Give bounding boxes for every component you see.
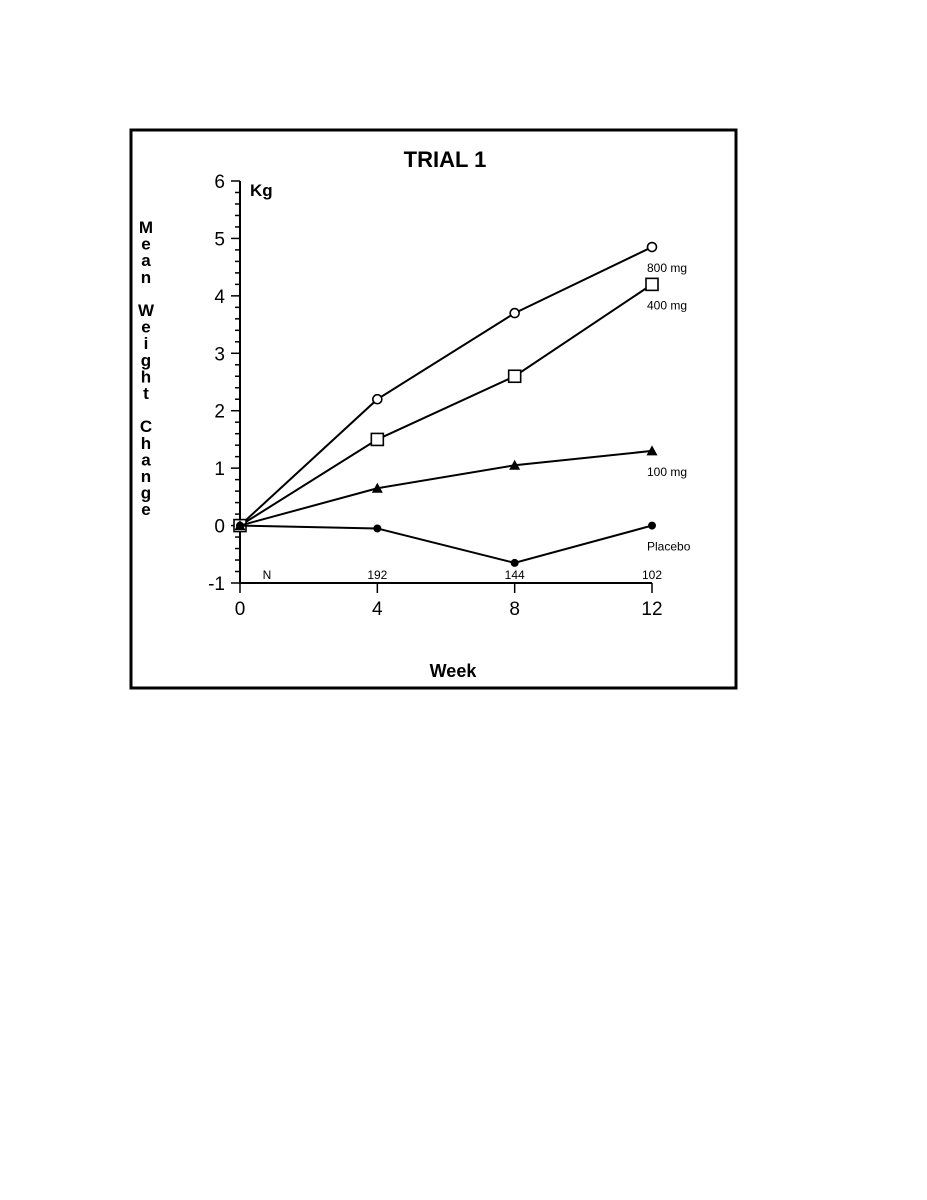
y-label-letter: e: [141, 235, 150, 254]
series-label: Placebo: [647, 540, 691, 554]
data-point: [507, 369, 522, 384]
ticks: 6 5 4 3 2 1 0 -1 0 4 8 12: [208, 172, 662, 620]
data-point: [509, 307, 520, 319]
y-tick-label: 5: [214, 229, 225, 250]
series-labels: 800 mg 400 mg 100 mg Placebo: [647, 261, 691, 554]
y-tick-label: 4: [214, 287, 225, 308]
n-values: 192 144 102: [367, 568, 662, 582]
y-tick-label: 3: [214, 344, 225, 365]
data-point: [510, 558, 519, 567]
data-point: [236, 521, 244, 530]
data-point: [370, 432, 385, 447]
series-label: 800 mg: [647, 261, 687, 275]
data-point: [373, 524, 382, 533]
y-tick-label: 2: [214, 402, 225, 423]
y-label-letter: W: [138, 301, 155, 320]
n-value: 192: [367, 568, 387, 582]
y-label-letter: i: [144, 334, 149, 353]
data-point: [646, 445, 658, 456]
data-point: [372, 393, 383, 405]
y-label-letter: g: [141, 484, 151, 503]
chart-title: TRIAL 1: [404, 147, 487, 172]
n-value: 144: [505, 568, 525, 582]
series-line: [239, 283, 653, 527]
y-label-letter: e: [141, 500, 150, 519]
x-tick-label: 12: [641, 599, 662, 620]
y-label-letter: n: [141, 467, 151, 486]
y-tick-label: 1: [214, 459, 225, 480]
y-label-letter: C: [140, 417, 152, 436]
series-label: 100 mg: [647, 465, 687, 479]
series-label: 400 mg: [647, 298, 687, 312]
x-tick-label: 8: [509, 599, 520, 620]
x-tick-label: 4: [372, 599, 383, 620]
data-point: [646, 241, 658, 253]
data-point: [645, 277, 659, 292]
x-tick-label: 0: [235, 599, 246, 620]
y-label-letter: e: [141, 318, 150, 337]
series-line: [239, 449, 653, 527]
series-line: [239, 524, 653, 564]
series-line: [239, 246, 653, 527]
chart-frame: [129, 128, 738, 690]
x-axis-label: Week: [430, 661, 478, 681]
series: [233, 241, 659, 567]
axes: [239, 181, 652, 584]
y-tick-label: -1: [208, 574, 225, 595]
y-tick-label: 0: [214, 517, 225, 538]
n-value: 102: [642, 568, 662, 582]
y-label-letter: a: [141, 251, 151, 270]
y-label-letter: h: [141, 434, 151, 453]
y-label-letter: M: [139, 218, 153, 237]
y-label-letter: n: [141, 268, 151, 287]
data-point: [509, 459, 521, 470]
y-label-letter: g: [141, 351, 151, 370]
data-point: [648, 521, 656, 530]
y-tick-label: 6: [214, 172, 225, 193]
y-label-letter: a: [141, 450, 151, 469]
data-point: [371, 482, 383, 493]
y-label-letter: h: [141, 367, 151, 386]
n-row-label: N: [263, 568, 272, 582]
y-label-letter: t: [143, 384, 149, 403]
y-unit-label: Kg: [250, 181, 273, 200]
